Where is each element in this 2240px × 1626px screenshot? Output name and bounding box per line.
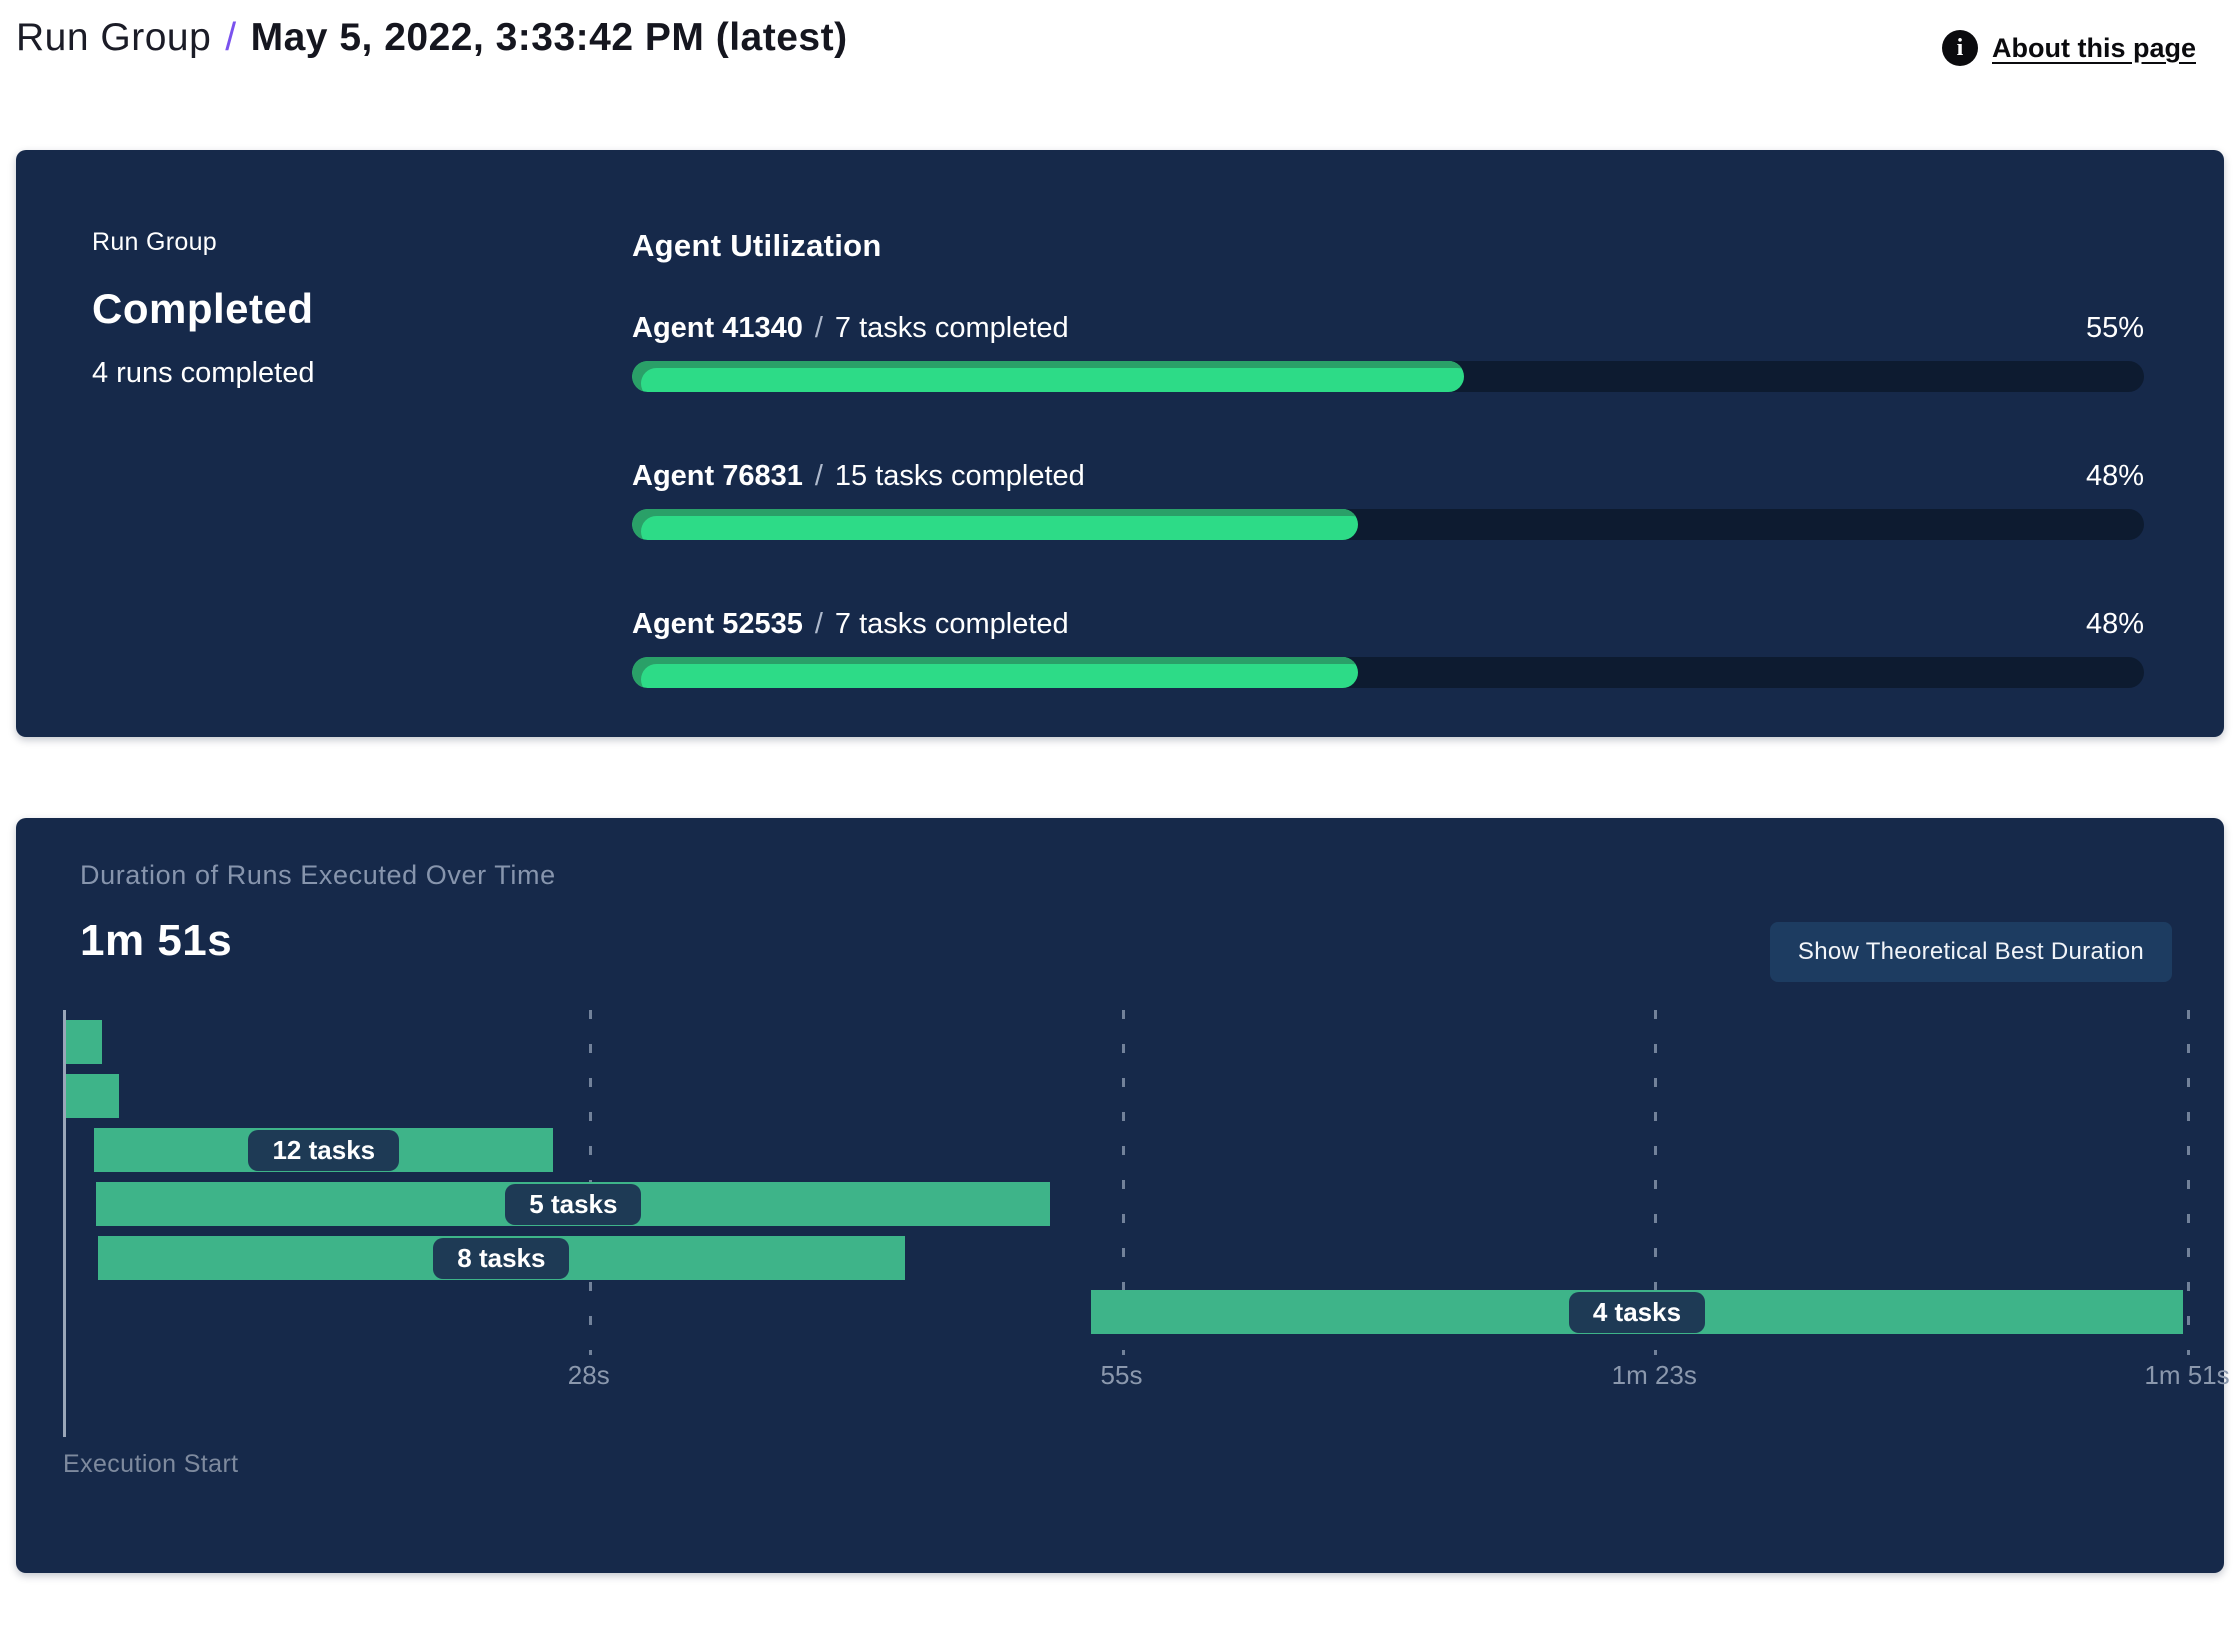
agent-name: Agent 76831 (632, 460, 803, 492)
execution-start-label: Execution Start (63, 1450, 239, 1478)
utilization-bar-fill (632, 361, 1464, 392)
agent-utilization-percent: 55% (2085, 312, 2144, 344)
duration-panel: Duration of Runs Executed Over Time 1m 5… (16, 818, 2230, 1573)
utilization-bar-fill (632, 509, 1358, 540)
agent-separator: / (814, 460, 823, 492)
agent-separator: / (814, 312, 823, 344)
run-group-label: Run Group (92, 228, 217, 256)
show-theoretical-best-duration-button[interactable]: Show Theoretical Best Duration (1769, 922, 2172, 982)
agent-utilization-percent: 48% (2085, 608, 2144, 640)
gantt-tick-label: 28s (567, 1360, 610, 1390)
agent-tasks-completed: 15 tasks completed (834, 460, 1085, 492)
run-group-status-section: Run Group Completed 4 runs completed (92, 228, 632, 671)
breadcrumb: Run Group / May 5, 2022, 3:33:42 PM (lat… (16, 16, 848, 60)
agent-name: Agent 41340 (632, 312, 803, 344)
agent-tasks-completed: 7 tasks completed (834, 312, 1069, 344)
run-group-summary-panel: Run Group Completed 4 runs completed Age… (16, 150, 2224, 737)
total-duration-value: 1m 51s (80, 916, 233, 965)
agent-utilization-row: Agent 41340 / 7 tasks completed 55% (632, 312, 2144, 392)
info-icon: i (1942, 30, 1978, 66)
utilization-bar-track (632, 657, 2144, 688)
gantt-run-bar[interactable] (65, 1020, 103, 1064)
page-header: Run Group / May 5, 2022, 3:33:42 PM (lat… (0, 0, 2240, 66)
agent-utilization-row: Agent 76831 / 15 tasks completed 48% (632, 460, 2144, 540)
gantt-gridline (1121, 1010, 1125, 1355)
gantt-run-bar[interactable] (65, 1074, 120, 1118)
utilization-bar-track (632, 361, 2144, 392)
utilization-bar-track (632, 509, 2144, 540)
task-count-badge: 4 tasks (1568, 1291, 1706, 1333)
about-link[interactable]: About this page (1992, 32, 2196, 63)
gantt-tick-label: 55s (1100, 1360, 1143, 1390)
agent-name: Agent 52535 (632, 608, 803, 640)
gantt-gridline (1654, 1010, 1658, 1355)
task-count-badge: 8 tasks (433, 1237, 570, 1279)
gantt-run-bar[interactable]: 5 tasks (96, 1182, 1051, 1226)
run-group-status: Completed (92, 285, 314, 332)
agent-utilization-title: Agent Utilization (632, 228, 882, 263)
task-count-badge: 5 tasks (505, 1183, 642, 1225)
agent-utilization-percent: 48% (2085, 460, 2144, 492)
breadcrumb-run-group[interactable]: Run Group (16, 16, 212, 59)
gantt-run-bar[interactable]: 8 tasks (98, 1236, 905, 1280)
agent-utilization-section: Agent Utilization Agent 41340 / 7 tasks … (632, 228, 2144, 688)
gantt-tick-label: 1m 23s (1611, 1360, 1697, 1390)
gantt-run-bar[interactable]: 4 tasks (1090, 1290, 2184, 1334)
agent-separator: / (814, 608, 823, 640)
runs-completed-count: 4 runs completed (92, 357, 315, 389)
page-title: May 5, 2022, 3:33:42 PM (latest) (250, 16, 848, 59)
gantt-tick-label: 1m 51s (2144, 1360, 2230, 1390)
gantt-run-bar[interactable]: 12 tasks (94, 1128, 554, 1172)
breadcrumb-separator: / (225, 16, 237, 59)
gantt-plot: 28s 55s 1m 23s 1m 51s 12 tasks 5 tasks 8 tasks… (63, 1010, 2230, 1440)
task-count-badge: 12 tasks (248, 1129, 400, 1171)
agent-tasks-completed: 7 tasks completed (834, 608, 1069, 640)
duration-chart-title: Duration of Runs Executed Over Time (80, 860, 556, 890)
utilization-bar-fill (632, 657, 1358, 688)
about-this-page[interactable]: i About this page (1942, 30, 2196, 66)
agent-utilization-row: Agent 52535 / 7 tasks completed 48% (632, 608, 2144, 688)
gantt-gridline (2187, 1010, 2190, 1355)
execution-start-axis-line (63, 1010, 66, 1437)
